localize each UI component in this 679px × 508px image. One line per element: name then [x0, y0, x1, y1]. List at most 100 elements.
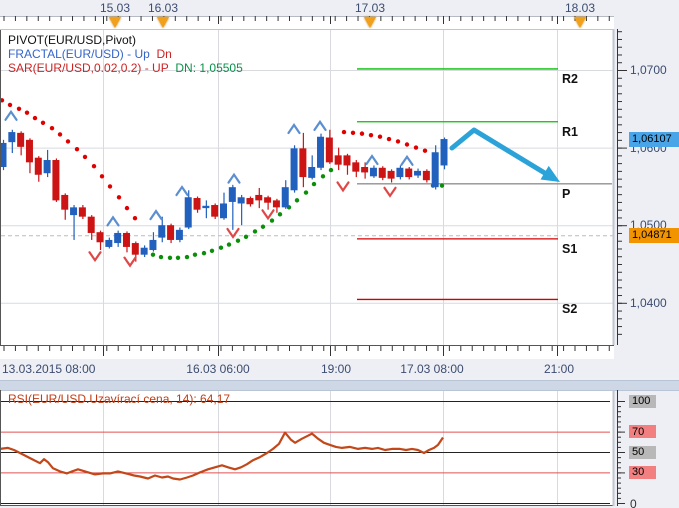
- sar-dot: [99, 174, 105, 179]
- sar-dot: [24, 110, 30, 115]
- legend-sar-dn: DN: 1,05505: [175, 61, 243, 75]
- candle: [175, 229, 183, 240]
- legend-pivot-text: PIVOT(EUR/USD,Pivot): [8, 33, 137, 47]
- date-label: 16.03: [147, 1, 179, 15]
- candle: [334, 155, 342, 165]
- candle: [264, 197, 272, 203]
- sar-dot: [218, 245, 224, 250]
- sar-dot: [32, 115, 38, 121]
- date-marker-icon[interactable]: [157, 17, 169, 28]
- sar-dot: [107, 184, 113, 189]
- date-marker-icon[interactable]: [109, 17, 121, 28]
- candle: [87, 216, 95, 233]
- sar-dot: [395, 139, 401, 144]
- candle: [290, 148, 298, 191]
- sar-dot: [91, 164, 97, 169]
- candle: [61, 194, 69, 210]
- time-label: 13.03.2015 08:00: [2, 362, 96, 376]
- sar-dot: [124, 205, 130, 211]
- sar-dot: [260, 224, 266, 229]
- pivot-label-r1: R1: [562, 124, 578, 139]
- sar-dot: [74, 146, 80, 152]
- price-axis-label: 1,0700: [630, 63, 667, 77]
- rsi-legend: RSI(EUR/USD.Uzavírací cena, 14): 64,17: [8, 392, 231, 406]
- candle: [131, 243, 139, 255]
- sar-dot: [422, 148, 428, 153]
- sar-dot: [184, 254, 190, 260]
- candle: [387, 170, 395, 179]
- rsi-level-badge-50: 50: [629, 445, 656, 459]
- fractal-up-icon: [149, 209, 163, 221]
- sar-dot: [82, 154, 88, 160]
- sar-dot: [167, 255, 173, 260]
- candle: [158, 225, 166, 238]
- candle: [184, 197, 192, 228]
- pivot-label-s2: S2: [562, 302, 578, 317]
- rsi-level-badge-30: 30: [629, 465, 656, 479]
- pivot-label-s1: S1: [562, 241, 578, 256]
- rsi-zero-label: 0: [630, 497, 637, 508]
- date-marker-icon[interactable]: [364, 17, 376, 28]
- candle: [246, 198, 254, 205]
- sar-dot: [269, 218, 275, 223]
- candle: [325, 137, 333, 163]
- sar-dot: [158, 254, 164, 260]
- sar-dot: [201, 250, 207, 256]
- fractal-up-icon: [227, 172, 241, 184]
- candle: [149, 239, 157, 251]
- legend-fractal-up: Up: [134, 47, 150, 61]
- candle: [202, 205, 210, 209]
- fractal-up-icon: [287, 123, 301, 135]
- sar-dot: [320, 174, 326, 179]
- sar-dot: [386, 136, 392, 142]
- candle: [228, 187, 236, 202]
- legend-sar: SAR(EUR/USD,0.02,0.2) - UP DN: 1,05505: [8, 62, 243, 75]
- time-label: 21:00: [543, 362, 575, 376]
- candle: [352, 162, 360, 172]
- fractal-up-icon: [4, 109, 18, 121]
- legend-pivot: PIVOT(EUR/USD,Pivot): [8, 34, 136, 47]
- candle: [34, 157, 42, 175]
- sar-dot: [175, 255, 181, 260]
- time-label: 17.03 08:00: [400, 362, 464, 376]
- candle: [193, 198, 201, 210]
- candle: [43, 160, 51, 174]
- panel-separator[interactable]: [0, 380, 679, 391]
- price-axis-label: 1,0400: [630, 295, 667, 310]
- sar-dot: [303, 190, 309, 195]
- sar-dot: [209, 248, 215, 254]
- date-marker-icon[interactable]: [574, 17, 586, 28]
- fractal-down-icon: [383, 186, 397, 198]
- candle: [105, 239, 113, 247]
- sar-dot: [7, 102, 13, 108]
- candle: [220, 203, 227, 219]
- rsi-panel[interactable]: [0, 390, 614, 506]
- alert-price-badge: 1,04871: [629, 227, 679, 243]
- sar-dot: [132, 216, 138, 221]
- sar-dot: [311, 181, 317, 187]
- pivot-label-r2: R2: [562, 71, 578, 86]
- fractal-down-icon: [261, 209, 275, 221]
- sar-dot: [16, 106, 22, 112]
- legend-sar-text: SAR(EUR/USD,0.02,0.2) -: [8, 61, 153, 75]
- fractal-down-icon: [336, 181, 350, 193]
- sar-dot: [277, 212, 283, 217]
- candle: [299, 148, 307, 178]
- main-chart-panel[interactable]: [0, 29, 614, 345]
- candle: [281, 187, 289, 208]
- sar-dot: [235, 238, 241, 243]
- trend-arrow-head: [540, 165, 560, 182]
- pivot-label-p: P: [562, 186, 571, 201]
- sar-dot: [243, 234, 249, 240]
- fractal-down-icon: [88, 251, 102, 263]
- candle: [343, 155, 351, 166]
- candle: [255, 194, 263, 201]
- sar-dot: [439, 183, 445, 188]
- candle: [308, 167, 316, 178]
- time-label: 19:00: [320, 362, 352, 376]
- fractal-up-icon: [400, 154, 414, 166]
- candle: [122, 232, 130, 247]
- sar-dot: [49, 126, 55, 131]
- date-label: 18.03: [564, 1, 596, 15]
